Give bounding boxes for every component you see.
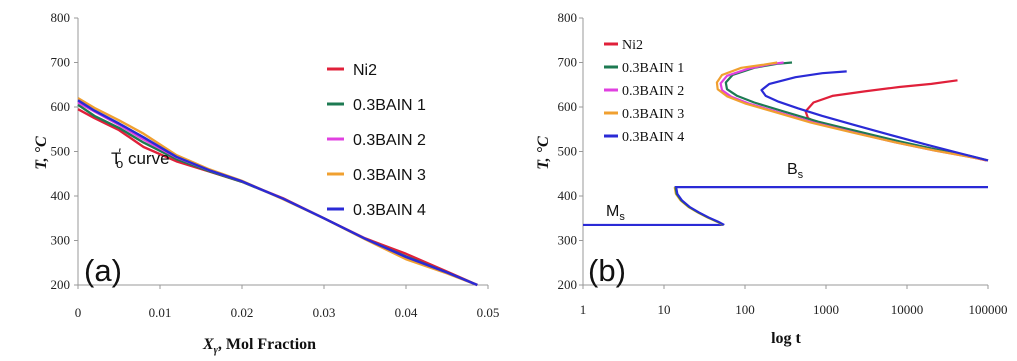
panel-a-annotation-prime: ′ [118, 145, 121, 161]
panel-b-annotation-ms: Ms [606, 203, 625, 223]
panel-b-annotation-ms-sub: s [619, 211, 625, 223]
panel-a-x-axis-title-main: X [202, 336, 214, 353]
panel-b-y-tick-label: 700 [558, 55, 578, 70]
panel-a-y-tick-label: 600 [51, 99, 71, 114]
panel-a-legend-label: 0.3BAIN 3 [353, 167, 426, 184]
panel-b-x-axis-title: log t [771, 330, 801, 347]
panel-b-annotation-ms-main: M [606, 203, 619, 220]
panel-b-y-tick-label: 500 [558, 144, 578, 159]
panel-a-x-axis-title-sub: γ [214, 345, 219, 356]
panel-a-annotation-rest: curve [123, 149, 169, 168]
panel-a-y-tick-label: 500 [51, 144, 71, 159]
panel-b-legend-label: 0.3BAIN 4 [622, 130, 684, 145]
panel-a-y-tick-label: 800 [51, 10, 71, 25]
panel-b-annotation-bs-sub: s [798, 169, 804, 181]
panel-b-series-line [804, 79, 987, 162]
panel-b-lower-curve [673, 186, 724, 226]
panel-b-x-tick-label: 10000 [891, 302, 924, 317]
panel-b-legend-label: 0.3BAIN 1 [622, 61, 684, 76]
panel-b-y-axis-title: T, °C [535, 136, 552, 170]
panel-b-legend-label: Ni2 [622, 38, 643, 53]
panel-b-y-tick-label: 200 [558, 277, 578, 292]
panel-b-y-tick-label: 400 [558, 188, 578, 203]
panel-a-x-tick-label: 0 [75, 305, 82, 320]
panel-a-y-tick-label: 400 [51, 188, 71, 203]
panel-a-x-tick-label: 0.02 [231, 305, 254, 320]
panel-a-label: (a) [84, 253, 122, 288]
panel-b-legend-label: 0.3BAIN 2 [622, 84, 684, 99]
panel-a-legend-label: Ni2 [353, 62, 377, 79]
panel-b-series-line [724, 61, 989, 162]
panel-b-legend-label: 0.3BAIN 3 [622, 107, 684, 122]
panel-a-y-tick-label: 200 [51, 277, 71, 292]
panel-b-x-tick-label: 100000 [969, 302, 1008, 317]
panel-b-x-tick-label: 1 [580, 302, 587, 317]
panel-b-y-tick-label: 600 [558, 99, 578, 114]
panel-b-x-tick-label: 10 [658, 302, 671, 317]
panel-a-series-line [77, 99, 478, 287]
panel-b-annotation-bs-main: B [787, 161, 798, 178]
panel-a-x-axis-title-rest: , Mol Fraction [218, 336, 316, 353]
panel-b-x-tick-label: 1000 [813, 302, 839, 317]
panel-b-lower-curve [675, 186, 725, 226]
panel-a-x-tick-label: 0.01 [149, 305, 172, 320]
panel-a-y-tick-label: 300 [51, 233, 71, 248]
panel-a-annotation: T′ o curve [111, 145, 170, 171]
panel-a-x-tick-label: 0.04 [395, 305, 418, 320]
panel-a-x-axis-title: Xγ, Mol Fraction [202, 336, 316, 356]
panel-b-label: (b) [588, 253, 626, 288]
panel-b-x-tick-label: 100 [735, 302, 755, 317]
panel-a-x-tick-label: 0.03 [313, 305, 336, 320]
panel-a-legend-label: 0.3BAIN 1 [353, 97, 426, 114]
panel-a-y-tick-label: 700 [51, 55, 71, 70]
panel-b-y-tick-label: 300 [558, 233, 578, 248]
panel-b-series-line [760, 70, 989, 162]
panel-b-series-line [715, 61, 989, 162]
panel-b-y-tick-label: 800 [558, 10, 578, 25]
panel-a-series-line [77, 97, 478, 287]
panel-b-lower-curve [674, 186, 724, 226]
panel-a-annotation-sub: o [116, 156, 123, 171]
panel-a-legend-label: 0.3BAIN 4 [353, 202, 426, 219]
panel-a-y-axis-title: T, °C [33, 136, 50, 170]
panel-a-legend-label: 0.3BAIN 2 [353, 132, 426, 149]
panel-b-series-line [719, 61, 989, 162]
panel-a-annotation-main: T [111, 149, 121, 168]
panel-b-annotation-bs: Bs [787, 161, 804, 181]
panel-a-x-tick-label: 0.05 [477, 305, 500, 320]
